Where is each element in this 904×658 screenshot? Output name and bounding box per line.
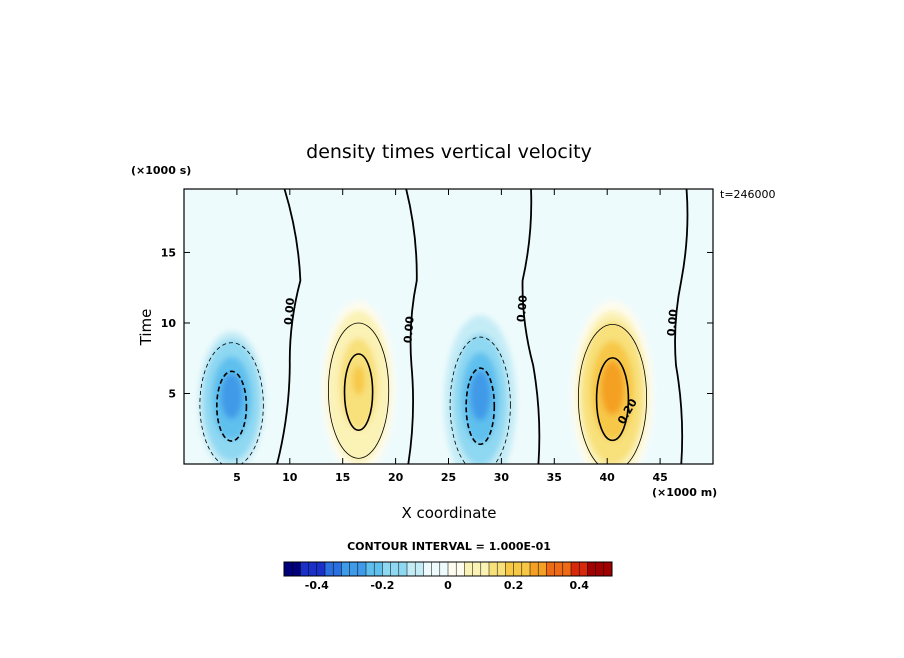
y-unit-label: (×1000 s) xyxy=(131,164,191,177)
colorbar-swatch xyxy=(554,562,564,576)
colorbar-swatch xyxy=(530,562,539,576)
colorbar-tick-label: 0 xyxy=(444,579,452,592)
negative-cell-2-level xyxy=(474,379,487,410)
chart-title: density times vertical velocity xyxy=(306,141,592,163)
colorbar-swatch xyxy=(349,562,359,576)
colorbar-swatch xyxy=(431,562,441,576)
x-tick-label: 45 xyxy=(652,471,667,484)
colorbar-swatch xyxy=(439,562,449,576)
zero-contour-4 xyxy=(674,189,689,464)
negative-cell-1-contour-outer xyxy=(199,342,264,464)
colorbar-swatch xyxy=(521,562,531,576)
colorbar-swatch xyxy=(562,562,572,576)
x-tick-label: 5 xyxy=(233,471,241,484)
colorbar-swatch xyxy=(546,562,555,576)
colorbar-tick-label: 0.2 xyxy=(504,579,524,592)
colorbar-swatch xyxy=(357,562,367,576)
x-tick-label: 40 xyxy=(600,471,616,484)
colorbar-swatch xyxy=(538,562,547,576)
negative-cell-1-contour-inner xyxy=(215,370,248,442)
colorbar-swatch xyxy=(398,562,408,576)
colorbar-swatch xyxy=(587,562,596,576)
positive-cell-2-contour-outer xyxy=(577,324,648,464)
colorbar-swatch xyxy=(407,562,416,576)
colorbar-swatch xyxy=(480,562,490,576)
zero-contour-label-3: 0.00 xyxy=(515,294,530,323)
x-tick-label: 30 xyxy=(494,471,510,484)
colorbar-swatch xyxy=(489,562,498,576)
positive-cell-1-level xyxy=(352,365,365,395)
y-axis-label: Time xyxy=(137,309,155,347)
colorbar xyxy=(283,561,613,577)
x-axis-label: X coordinate xyxy=(401,504,496,522)
colorbar-swatch xyxy=(513,562,523,576)
x-tick-label: 15 xyxy=(335,471,350,484)
colorbar-swatch xyxy=(341,562,350,576)
colorbar-swatch xyxy=(374,562,383,576)
plot-area xyxy=(184,189,713,464)
colorbar-swatch xyxy=(292,562,301,576)
zero-contour-label-4: 0.00 xyxy=(665,308,680,337)
colorbar-swatch xyxy=(308,562,318,576)
colorbar-swatch xyxy=(382,562,391,576)
colorbar-tick-label: 0.4 xyxy=(569,579,589,592)
colorbar-swatch xyxy=(316,562,326,576)
positive-cell-2-contour-inner xyxy=(595,357,630,442)
zero-contour-label-1: 0.00 xyxy=(282,297,297,326)
negative-cell-2 xyxy=(444,315,517,464)
colorbar-swatch xyxy=(472,562,482,576)
positive-cell-2-level xyxy=(605,370,620,403)
colorbar-swatch xyxy=(325,562,334,576)
colorbar-swatch xyxy=(579,562,588,576)
colorbar-swatch xyxy=(497,562,506,576)
zero-contour-2 xyxy=(405,189,418,464)
y-tick-label: 15 xyxy=(161,246,176,259)
negative-cell-1 xyxy=(193,322,270,464)
zero-contour-3 xyxy=(521,189,541,464)
colorbar-swatch xyxy=(595,562,605,576)
colorbar-swatch xyxy=(366,562,375,576)
zero-contour-label-2: 0.00 xyxy=(401,315,416,344)
negative-cell-2-contour-inner xyxy=(465,367,496,446)
positive-cell-1-contour-inner xyxy=(343,353,374,431)
colorbar-swatch xyxy=(456,562,465,576)
x-unit-label: (×1000 m) xyxy=(652,486,717,499)
colorbar-frame xyxy=(283,561,613,577)
positive-cell-2 xyxy=(571,300,654,464)
colorbar-swatch xyxy=(448,562,457,576)
colorbar-tick-label: -0.4 xyxy=(305,579,329,592)
negative-cell-1-level xyxy=(225,381,238,409)
colorbar-swatch xyxy=(300,562,309,576)
colorbar-swatch xyxy=(464,562,473,576)
colorbar-swatch xyxy=(415,562,424,576)
positive-cell-1 xyxy=(322,301,395,464)
contour-interval-text: CONTOUR INTERVAL = 1.000E-01 xyxy=(347,540,551,553)
colorbar-tick-label: -0.2 xyxy=(370,579,394,592)
y-tick-label: 5 xyxy=(168,387,176,400)
colorbar-swatch xyxy=(505,562,514,576)
x-tick-label: 25 xyxy=(441,471,456,484)
colorbar-swatch xyxy=(284,562,293,576)
x-tick-label: 35 xyxy=(547,471,562,484)
colorbar-swatch xyxy=(423,562,432,576)
zero-contour-1 xyxy=(276,189,302,464)
positive-cell-1-contour-outer xyxy=(328,322,390,459)
run-label: t=246000 xyxy=(720,188,776,201)
colorbar-swatch xyxy=(571,562,580,576)
colorbar-swatch xyxy=(333,562,342,576)
y-tick-label: 10 xyxy=(161,317,177,330)
x-tick-label: 20 xyxy=(388,471,404,484)
negative-cell-2-contour-outer xyxy=(449,336,511,464)
x-tick-label: 10 xyxy=(282,471,298,484)
colorbar-swatch xyxy=(390,562,400,576)
colorbar-swatch xyxy=(603,562,613,576)
